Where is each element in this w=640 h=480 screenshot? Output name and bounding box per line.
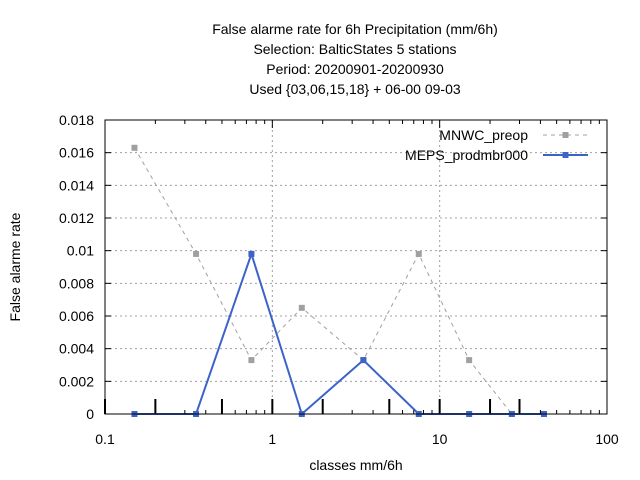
grid (105, 120, 607, 414)
series-line-MEPS_prodmbr000 (134, 250, 544, 416)
y-tick-label: 0.012 (59, 210, 94, 226)
series-line-MNWC_preop (134, 147, 544, 415)
title-line: Selection: BalticStates 5 stations (253, 41, 456, 57)
x-tick-label: 100 (595, 431, 619, 447)
title-line: Period: 20200901-20200930 (266, 61, 444, 77)
data-point (466, 357, 473, 364)
y-tick-label: 0 (86, 406, 94, 422)
data-point (360, 357, 367, 364)
legend-label: MEPS_prodmbr000 (405, 147, 528, 163)
x-axis-label: classes mm/6h (309, 457, 402, 473)
y-tick-label: 0.004 (59, 341, 94, 357)
x-tick-label: 10 (432, 431, 448, 447)
x-axis-ticks: 0.1 1 10 100 (95, 120, 619, 447)
legend: MNWC_preop MEPS_prodmbr000 (405, 127, 588, 163)
legend-marker (562, 132, 569, 138)
data-point (248, 357, 255, 364)
y-tick-label: 0.014 (59, 177, 94, 193)
plot-border (104, 119, 608, 415)
data-point (193, 250, 200, 257)
x-tick-label: 1 (268, 431, 276, 447)
chart-title: False alarme rate for 6h Precipitation (… (212, 21, 498, 97)
y-tick-label: 0.002 (59, 373, 94, 389)
y-tick-label: 0.008 (59, 275, 94, 291)
y-tick-label: 0.01 (67, 243, 94, 259)
data-point (131, 144, 138, 151)
class-markers (104, 399, 521, 414)
y-tick-label: 0.016 (59, 145, 94, 161)
data-point (298, 304, 305, 311)
y-axis-ticks: 0 0.002 0.004 0.006 0.008 0.01 0.012 0.014 0.016… (59, 112, 607, 422)
title-line: False alarme rate for 6h Precipitation (… (212, 21, 498, 37)
y-tick-label: 0.006 (59, 308, 94, 324)
series-layer (131, 144, 547, 417)
x-tick-label: 0.1 (95, 431, 115, 447)
y-tick-label: 0.018 (59, 112, 94, 128)
data-point (248, 250, 255, 257)
legend-label: MNWC_preop (439, 127, 528, 143)
legend-marker (562, 152, 569, 158)
y-axis-label: False alarme rate (7, 212, 23, 321)
title-line: Used {03,06,15,18} + 06-00 09-03 (249, 81, 461, 97)
data-point (415, 250, 422, 257)
